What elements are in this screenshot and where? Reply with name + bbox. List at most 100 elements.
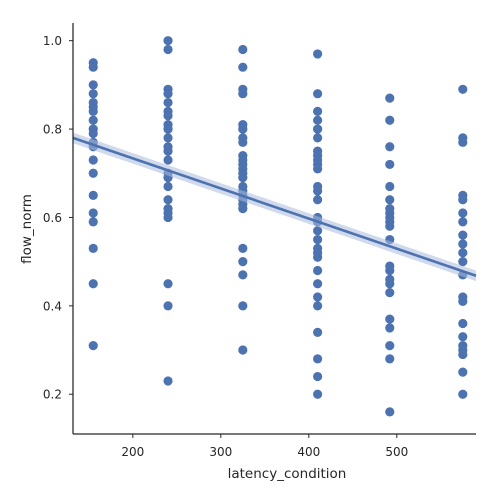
scatter-point-4-21 [385, 407, 395, 417]
y-tick-label-2: 0.6 [43, 211, 62, 225]
scatter-point-4-2 [385, 142, 395, 152]
scatter-point-4-16 [385, 287, 395, 298]
scatter-point-5-6 [458, 217, 468, 227]
scatter-point-3-27 [313, 371, 323, 382]
scatter-point-5-20 [458, 389, 468, 399]
scatter-point-0-14 [88, 190, 98, 200]
scatter-point-1-22 [163, 376, 173, 386]
scatter-point-5-8 [458, 239, 468, 249]
scatter-point-4-17 [385, 314, 395, 324]
scatter-point-4-15 [385, 279, 395, 289]
scatter-point-5-14 [458, 318, 468, 329]
scatter-point-5-10 [458, 257, 468, 267]
scatter-point-5-18 [458, 349, 468, 360]
scatter-point-1-15 [163, 181, 173, 192]
scatter-point-4-13 [385, 265, 395, 276]
y-tick-label-4: 1.0 [43, 34, 62, 48]
scatter-point-3-25 [313, 327, 323, 337]
scatter-point-5-0 [458, 84, 468, 94]
x-tick-label-300: 300 [209, 445, 232, 459]
y-axis-label: flow_norm [19, 194, 35, 264]
scatter-point-0-7 [88, 115, 98, 125]
plot-area [72, 36, 477, 417]
scatter-point-2-0 [238, 44, 248, 55]
scatter-point-3-12 [313, 186, 323, 196]
scatter-point-5-4 [458, 195, 468, 205]
scatter-point-1-6 [163, 111, 173, 121]
scatter-point-3-20 [313, 252, 323, 262]
scatter-point-1-12 [163, 155, 173, 165]
scatter-point-2-23 [238, 301, 248, 311]
scatter-point-5-15 [458, 332, 468, 342]
scatter-point-1-0 [163, 36, 173, 46]
scatter-point-4-4 [385, 181, 395, 192]
x-axis-label: latency_condition [228, 466, 347, 482]
scatter-point-4-0 [385, 93, 395, 103]
scatter-point-3-3 [313, 115, 323, 125]
scatter-point-3-16 [313, 226, 323, 236]
scatter-point-3-4 [313, 124, 323, 134]
scatter-point-4-1 [385, 115, 395, 125]
scatter-point-1-3 [163, 89, 173, 99]
x-tick-label-200: 200 [121, 445, 144, 459]
x-tick-label-500: 500 [385, 445, 408, 459]
scatter-point-3-5 [313, 133, 323, 143]
scatter-point-4-3 [385, 159, 395, 170]
scatter-point-3-24 [313, 301, 323, 311]
axis-ticks: 200 300 400 500 0.2 0.4 0.6 0.8 1.0 [43, 34, 408, 459]
scatter-point-0-16 [88, 217, 98, 227]
scatter-point-3-13 [313, 195, 323, 205]
scatter-point-2-1 [238, 62, 248, 72]
scatter-point-2-3 [238, 89, 248, 99]
scatter-point-1-4 [163, 97, 173, 108]
scatter-point-5-2 [458, 137, 468, 147]
scatter-point-5-13 [458, 296, 468, 307]
scatter-point-2-5 [238, 124, 248, 134]
scatter-point-2-22 [238, 270, 248, 280]
scatter-point-4-19 [385, 341, 395, 351]
scatter-point-0-9 [88, 128, 98, 139]
scatter-point-0-15 [88, 208, 98, 218]
scatter-point-5-7 [458, 230, 468, 240]
scatter-point-3-23 [313, 292, 323, 302]
scatter-point-3-17 [313, 234, 323, 245]
scatter-point-3-0 [313, 49, 323, 59]
scatter-point-5-19 [458, 367, 468, 377]
scatter-point-2-19 [238, 204, 248, 214]
scatter-point-2-20 [238, 243, 248, 253]
scatter-point-4-5 [385, 195, 395, 205]
regression-line [72, 136, 477, 278]
scatter-point-3-10 [313, 164, 323, 174]
y-tick-label-3: 0.8 [43, 123, 62, 137]
scatter-point-3-22 [313, 279, 323, 289]
scatter-point-4-20 [385, 354, 395, 364]
scatter-point-0-3 [88, 89, 98, 99]
scatter-point-0-2 [88, 80, 98, 90]
scatter-point-1-9 [163, 133, 173, 143]
scatter-point-1-20 [163, 279, 173, 289]
scatter-point-1-11 [163, 146, 173, 156]
scatter-point-5-5 [458, 208, 468, 218]
scatter-point-0-6 [88, 106, 98, 116]
scatter-point-5-9 [458, 248, 468, 258]
scatter-point-1-1 [163, 44, 173, 55]
scatter-point-0-1 [88, 62, 98, 72]
scatter-point-0-13 [88, 168, 98, 178]
scatter-point-1-8 [163, 124, 173, 134]
scatter-point-3-28 [313, 389, 323, 399]
y-tick-label-0: 0.2 [43, 388, 62, 402]
scatter-point-2-13 [238, 173, 248, 183]
scatter-point-0-19 [88, 341, 98, 351]
scatter-point-0-18 [88, 279, 98, 289]
scatter-point-0-12 [88, 155, 98, 165]
scatter-point-2-24 [238, 345, 248, 355]
scatter-point-3-26 [313, 354, 323, 364]
scatter-point-1-19 [163, 212, 173, 223]
scatter-point-2-7 [238, 137, 248, 147]
y-tick-label-1: 0.4 [43, 299, 62, 313]
scatter-point-2-21 [238, 257, 248, 267]
scatter-point-1-16 [163, 195, 173, 205]
scatter-point-4-18 [385, 323, 395, 333]
scatter-point-3-21 [313, 265, 323, 276]
